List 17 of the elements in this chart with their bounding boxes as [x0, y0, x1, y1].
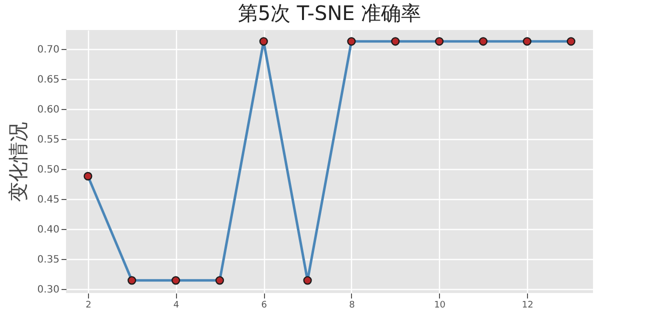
y-tick-label: 0.30 — [37, 284, 60, 296]
chart-title: 第5次 T-SNE 准确率 — [238, 1, 422, 25]
x-tick-label: 12 — [522, 300, 534, 310]
y-tick-label: 0.60 — [37, 104, 60, 116]
y-tick-label: 0.50 — [37, 164, 60, 176]
y-tick-label: 0.55 — [37, 134, 60, 146]
x-tick-label: 2 — [86, 300, 92, 310]
y-tick-label: 0.35 — [37, 254, 60, 266]
x-tick-label: 10 — [434, 300, 446, 310]
y-tick-label: 0.70 — [37, 44, 60, 56]
x-tick-label: 6 — [261, 300, 268, 310]
y-tick-label: 0.40 — [37, 224, 60, 236]
y-axis-title: 变化情况 — [6, 122, 30, 202]
x-tick-label: 8 — [349, 300, 356, 310]
x-tick-label: 4 — [173, 300, 180, 310]
y-tick-label: 0.45 — [37, 194, 60, 206]
y-tick-label: 0.65 — [37, 74, 60, 86]
